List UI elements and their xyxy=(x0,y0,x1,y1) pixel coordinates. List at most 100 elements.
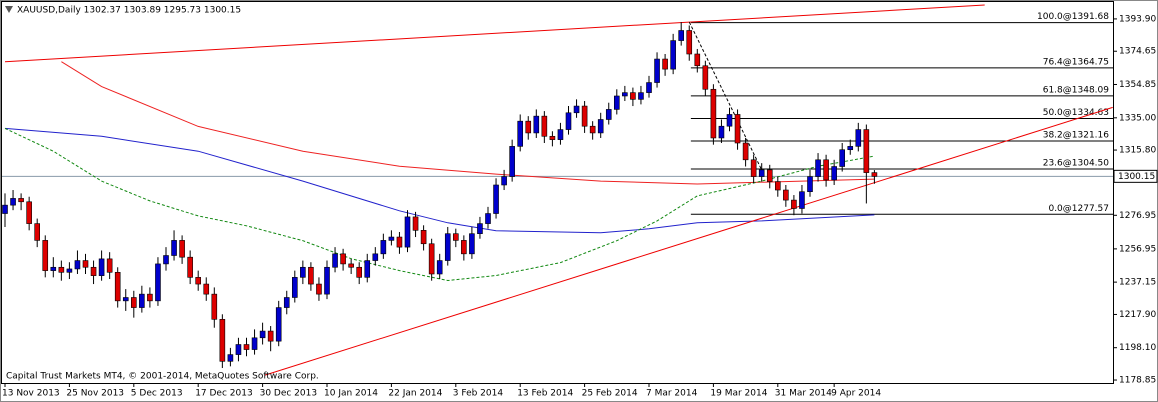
candle-body xyxy=(807,176,813,193)
candle-body xyxy=(509,146,515,177)
candle-body xyxy=(686,30,693,55)
y-tick-label: 1237.15 xyxy=(1119,278,1156,288)
y-tick-label: 1315.80 xyxy=(1119,146,1156,156)
trendline xyxy=(264,106,1113,376)
candle-body xyxy=(122,297,129,302)
candle-body xyxy=(622,92,628,97)
y-tick-label: 1256.95 xyxy=(1119,244,1156,254)
plot: 100.0@1391.68 76.4@1364.75 61.8@1348.09 50.… xyxy=(2,4,1113,376)
candle-body xyxy=(654,58,660,83)
candle-body xyxy=(219,319,226,362)
plot-area xyxy=(1,1,1114,384)
candle-body xyxy=(581,105,588,127)
chart-title: XAUUSD,Daily 1302.37 1303.89 1295.73 130… xyxy=(17,6,241,16)
fib-label: 61.8@1348.09 xyxy=(1043,85,1110,95)
candle-body xyxy=(726,114,733,127)
candle-body xyxy=(42,240,49,271)
candle-body xyxy=(678,30,685,41)
candle-body xyxy=(147,293,153,302)
symbol-icon xyxy=(5,6,13,13)
candle-body xyxy=(251,337,258,350)
candle-body xyxy=(670,40,676,70)
candle-body xyxy=(630,92,636,100)
candle-body xyxy=(90,266,97,276)
x-tick-label: 9 Apr 2014 xyxy=(831,389,881,399)
candle-body xyxy=(26,201,32,224)
candle-body xyxy=(863,129,870,173)
candle-body xyxy=(388,236,395,241)
candle-body xyxy=(66,268,73,273)
candle-body xyxy=(195,277,201,285)
footer: Capital Trust Markets MT4, © 2001-2014, … xyxy=(6,372,319,382)
candle-body xyxy=(871,172,878,177)
candle-body xyxy=(163,255,169,265)
candle-body xyxy=(774,181,781,191)
x-tick-label: 13 Feb 2014 xyxy=(517,389,573,399)
candle-body xyxy=(702,65,709,90)
candle-body xyxy=(477,223,483,234)
candle-body xyxy=(82,260,89,268)
x-tick-label: 31 Mar 2014 xyxy=(775,389,832,399)
candle-body xyxy=(106,258,113,273)
candle-body xyxy=(364,260,371,278)
candle-body xyxy=(815,159,821,177)
candle-body xyxy=(372,253,379,261)
last-price-box xyxy=(1113,169,1158,183)
candle-body xyxy=(131,297,137,308)
candle-body xyxy=(734,114,741,144)
x-tick-label: 3 Feb 2014 xyxy=(453,389,504,399)
candle-body xyxy=(493,184,499,214)
candle-body xyxy=(823,159,829,181)
candle-body xyxy=(291,277,298,298)
candle-body xyxy=(799,191,805,209)
candle-body xyxy=(428,243,435,275)
last-price-label: 1300.15 xyxy=(1118,172,1155,182)
candle-body xyxy=(646,82,652,93)
fib-label: 38.2@1321.16 xyxy=(1043,131,1110,141)
candle-body xyxy=(340,253,346,265)
candle-body xyxy=(589,125,596,134)
x-tick-label: 25 Nov 2013 xyxy=(66,389,124,399)
candle-body xyxy=(847,146,854,151)
candle-body xyxy=(396,236,403,248)
moving-average xyxy=(4,127,875,282)
trendline xyxy=(4,4,985,63)
candle-body xyxy=(461,240,467,255)
candle-body xyxy=(316,283,322,295)
candle-body xyxy=(380,240,387,255)
y-tick-label: 1335.00 xyxy=(1119,113,1156,123)
candle-body xyxy=(791,199,797,209)
x-tick-label: 22 Jan 2014 xyxy=(388,389,442,399)
candle-body xyxy=(10,198,16,206)
candle-body xyxy=(517,120,524,147)
trendline xyxy=(688,21,763,171)
candle-body xyxy=(573,105,580,114)
y-tick-label: 1217.90 xyxy=(1119,310,1156,320)
y-tick-label: 1276.95 xyxy=(1119,211,1156,221)
candle-body xyxy=(750,159,757,177)
candle-body xyxy=(565,112,572,130)
candle-body xyxy=(259,330,266,339)
candle-body xyxy=(98,258,105,276)
candle-body xyxy=(155,263,161,302)
candle-body xyxy=(501,176,507,186)
candle-body xyxy=(839,149,846,167)
candle-body xyxy=(718,125,725,139)
candle-body xyxy=(662,58,668,70)
candle-body xyxy=(348,263,354,268)
candle-body xyxy=(485,213,491,224)
candle-body xyxy=(324,266,330,295)
candle-body xyxy=(452,233,459,241)
candle-body xyxy=(694,53,701,67)
candle-body xyxy=(179,240,185,258)
x-tick-label: 5 Dec 2013 xyxy=(131,389,183,399)
fib-label: 23.6@1304.50 xyxy=(1043,159,1110,169)
candle-body xyxy=(533,115,540,134)
candle-body xyxy=(187,256,193,278)
candle-body xyxy=(114,272,121,302)
candle-body xyxy=(766,169,773,182)
candle-body xyxy=(541,115,548,137)
candle-body xyxy=(605,109,612,120)
